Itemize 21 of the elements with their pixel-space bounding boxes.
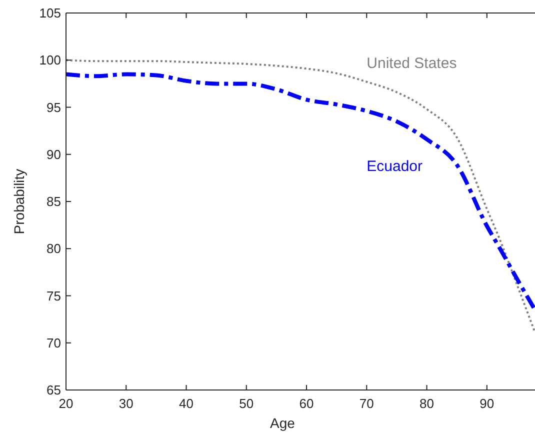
x-tick-label: 80 (420, 396, 434, 411)
y-tick-label: 65 (46, 382, 61, 398)
x-axis-title: Age (270, 415, 296, 431)
y-tick-label: 80 (46, 241, 61, 256)
x-tick-label: 90 (480, 396, 494, 411)
y-tick-label: 90 (46, 146, 61, 162)
series-label: Ecuador (366, 158, 423, 176)
y-tick-label: 85 (46, 194, 61, 209)
x-tick-label: 30 (118, 396, 134, 411)
series-label: United States (366, 54, 457, 72)
x-tick-label: 40 (179, 396, 194, 411)
x-tick-label: 50 (239, 396, 254, 411)
y-tick-label: 75 (46, 288, 61, 304)
y-tick-label: 105 (39, 6, 61, 20)
y-tick-label: 100 (39, 52, 61, 68)
y-tick-label: 95 (46, 100, 61, 115)
x-tick-label: 60 (299, 396, 314, 411)
x-tick-label: 20 (58, 396, 74, 411)
y-tick-label: 70 (46, 335, 61, 350)
y-axis-title: Probability (11, 168, 27, 234)
x-tick-label: 70 (359, 396, 374, 411)
